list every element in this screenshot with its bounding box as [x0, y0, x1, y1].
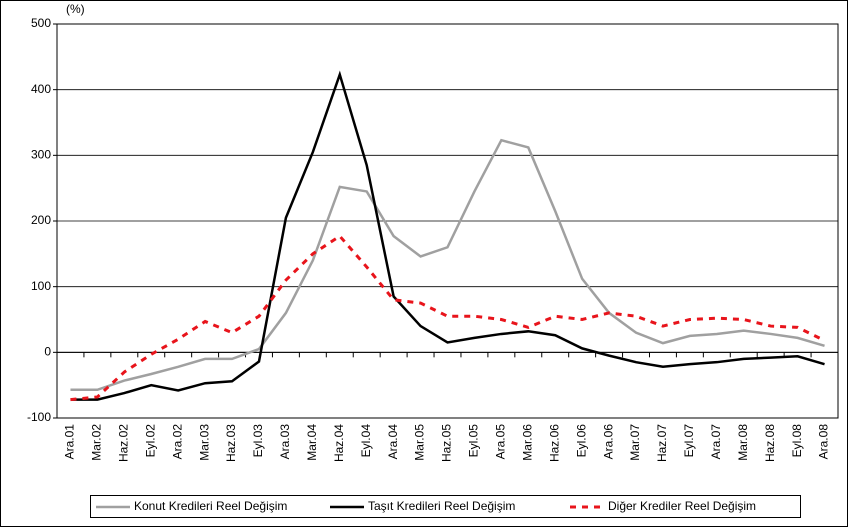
x-tick-label: Haz.04	[332, 424, 346, 462]
x-tick-label: Mar.05	[413, 424, 427, 461]
x-tick-label: Ara.03	[278, 424, 292, 460]
x-tick-label: Mar.08	[736, 424, 750, 461]
x-tick-label: Ara.05	[494, 424, 508, 460]
y-axis-label: (%)	[66, 2, 85, 16]
x-tick-label: Haz.08	[763, 424, 777, 462]
x-tick-label: Mar.03	[197, 424, 211, 461]
y-tick-label: 0	[44, 345, 51, 359]
x-tick-label: Mar.06	[520, 424, 534, 461]
x-tick-label: Haz.07	[655, 424, 669, 462]
y-tick-label: 400	[31, 82, 51, 96]
y-tick-label: 200	[31, 213, 51, 227]
x-tick-label: Eyl.06	[574, 424, 588, 458]
series-line	[70, 70, 825, 401]
legend-label: Konut Kredileri Reel Değişim	[134, 499, 287, 513]
x-tick-label: Eyl.03	[251, 424, 265, 458]
x-tick-label: Haz.06	[547, 424, 561, 462]
series-line	[70, 234, 826, 402]
x-tick-label: Ara.06	[601, 424, 615, 460]
x-tick-label: Ara.08	[817, 424, 831, 460]
x-tick-label: Eyl.08	[790, 424, 804, 458]
x-tick-label: Ara.02	[170, 424, 184, 460]
x-tick-label: Mar.04	[305, 424, 319, 461]
plot-border	[56, 23, 839, 419]
x-tick-label: Eyl.07	[682, 424, 696, 458]
x-tick-label: Eyl.04	[359, 424, 373, 458]
x-tick-label: Haz.03	[224, 424, 238, 462]
y-tick-label: -100	[27, 410, 51, 424]
x-tick-label: Mar.07	[628, 424, 642, 461]
x-tick-label: Ara.07	[709, 424, 723, 460]
series-line	[70, 138, 825, 392]
x-tick-label: Mar.02	[90, 424, 104, 461]
x-tick-label: Ara.04	[386, 424, 400, 460]
legend-label: Diğer Krediler Reel Değişim	[608, 499, 756, 513]
x-tick-label: Haz.05	[440, 424, 454, 462]
legend-box	[90, 495, 801, 518]
x-tick-label: Ara.01	[63, 424, 77, 460]
x-tick-label: Haz.02	[116, 424, 130, 462]
x-tick-label: Eyl.02	[143, 424, 157, 458]
y-tick-label: 500	[31, 16, 51, 30]
legend-label: Taşıt Kredileri Reel Değişim	[368, 499, 515, 513]
y-tick-label: 300	[31, 148, 51, 162]
x-tick-label: Eyl.05	[467, 424, 481, 458]
y-tick-label: 100	[31, 279, 51, 293]
